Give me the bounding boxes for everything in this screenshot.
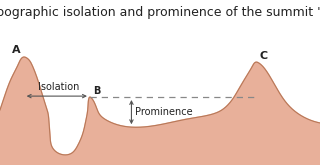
Text: Prominence: Prominence (135, 107, 193, 117)
Text: C: C (259, 51, 267, 61)
Polygon shape (0, 57, 320, 165)
Text: Isolation: Isolation (38, 82, 79, 92)
Text: Topographic isolation and prominence of the summit "B": Topographic isolation and prominence of … (0, 6, 320, 19)
Text: B: B (93, 86, 100, 96)
Text: A: A (12, 45, 20, 55)
